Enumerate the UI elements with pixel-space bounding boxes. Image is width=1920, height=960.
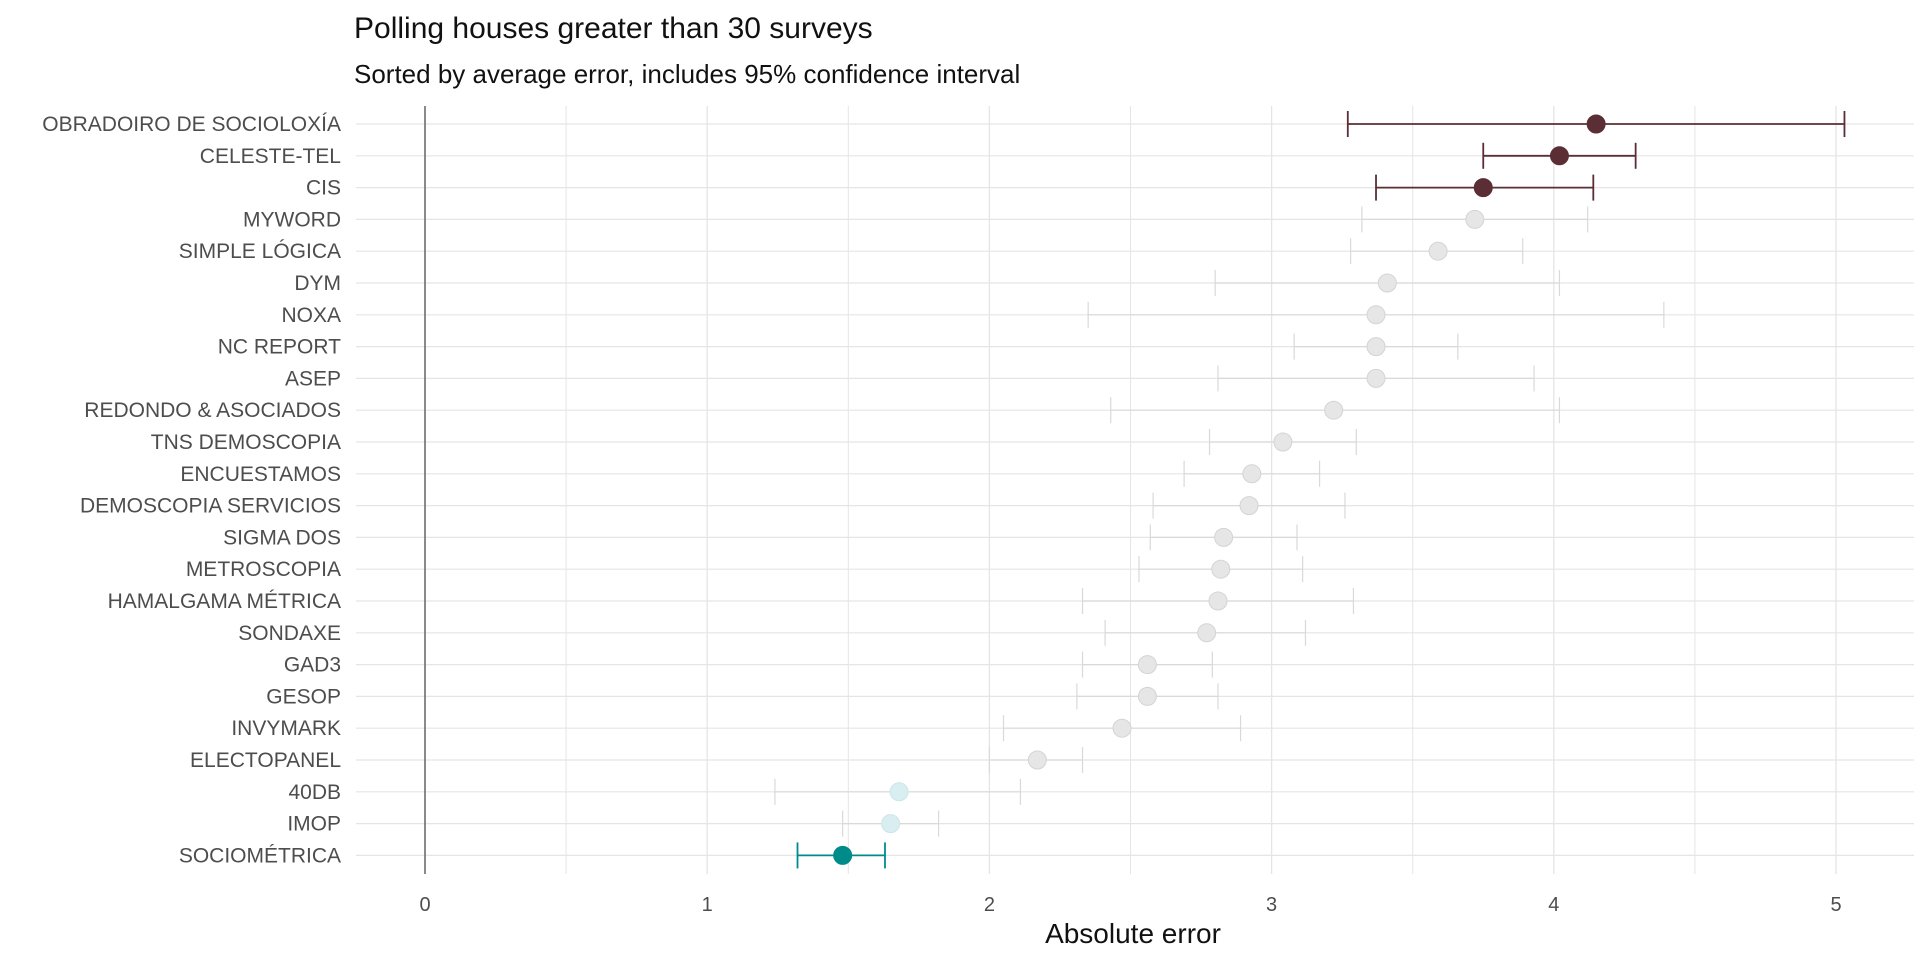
mean-point [1465,209,1485,229]
mean-point [833,845,853,865]
x-tick-label-layer: 0 1 2 3 4 5 [419,894,1841,916]
category-label: DEMOSCOPIA SERVICIOS [80,495,341,518]
category-label: SIMPLE LÓGICA [179,240,341,263]
mean-point [1273,432,1293,452]
mean-point [1239,496,1259,516]
grid-layer [356,106,1914,874]
point-layer [833,114,1606,865]
mean-point [1211,559,1231,579]
category-label: METROSCOPIA [186,558,341,581]
category-label: SONDAXE [238,622,341,645]
mean-point [1366,368,1386,388]
category-label: GESOP [266,685,341,708]
mean-point [1208,591,1228,611]
mean-point [1586,114,1606,134]
mean-point [1377,273,1397,293]
x-axis-title: Absolute error [1045,918,1221,949]
category-label: REDONDO & ASOCIADOS [84,399,341,422]
mean-point [1137,655,1157,675]
mean-point [1197,623,1217,643]
mean-point [1242,464,1262,484]
x-tick-label: 0 [419,894,430,916]
mean-point [889,782,909,802]
category-label: DYM [294,272,341,295]
category-label: GAD3 [284,654,341,677]
mean-point [1324,400,1344,420]
category-label: SIGMA DOS [223,526,341,549]
chart-subtitle: Sorted by average error, includes 95% co… [354,59,1020,89]
mean-point [1549,146,1569,166]
category-label: HAMALGAMA MÉTRICA [108,590,341,613]
category-label: SOCIOMÉTRICA [179,844,341,867]
category-label: ENCUESTAMOS [180,463,341,486]
category-label: MYWORD [243,208,341,231]
mean-point [1428,241,1448,261]
category-label: CELESTE-TEL [200,145,341,168]
category-label: CIS [306,177,341,200]
x-tick-label: 2 [984,894,995,916]
category-label: ELECTOPANEL [190,749,341,772]
mean-point [881,814,901,834]
x-tick-label: 4 [1548,894,1559,916]
mean-point [1214,527,1234,547]
category-label: INVYMARK [231,717,341,740]
mean-point [1366,305,1386,325]
mean-point [1112,718,1132,738]
category-label: OBRADOIRO DE SOCIOLOXÍA [42,113,341,136]
mean-point [1027,750,1047,770]
category-label: TNS DEMOSCOPIA [151,431,341,454]
category-label: NOXA [281,304,341,327]
x-tick-label: 3 [1266,894,1277,916]
category-label-layer: OBRADOIRO DE SOCIOLOXÍA CELESTE-TEL CIS MYW… [42,113,341,867]
mean-point [1473,178,1493,198]
mean-point [1137,686,1157,706]
category-label: IMOP [287,813,341,836]
chart-title: Polling houses greater than 30 surveys [354,12,873,45]
confidence-interval-layer [774,111,1846,869]
x-tick-label: 1 [702,894,713,916]
mean-point [1366,337,1386,357]
x-tick-label: 5 [1830,894,1841,916]
category-label: NC REPORT [218,336,341,359]
category-label: ASEP [285,367,341,390]
category-label: 40DB [288,781,341,804]
